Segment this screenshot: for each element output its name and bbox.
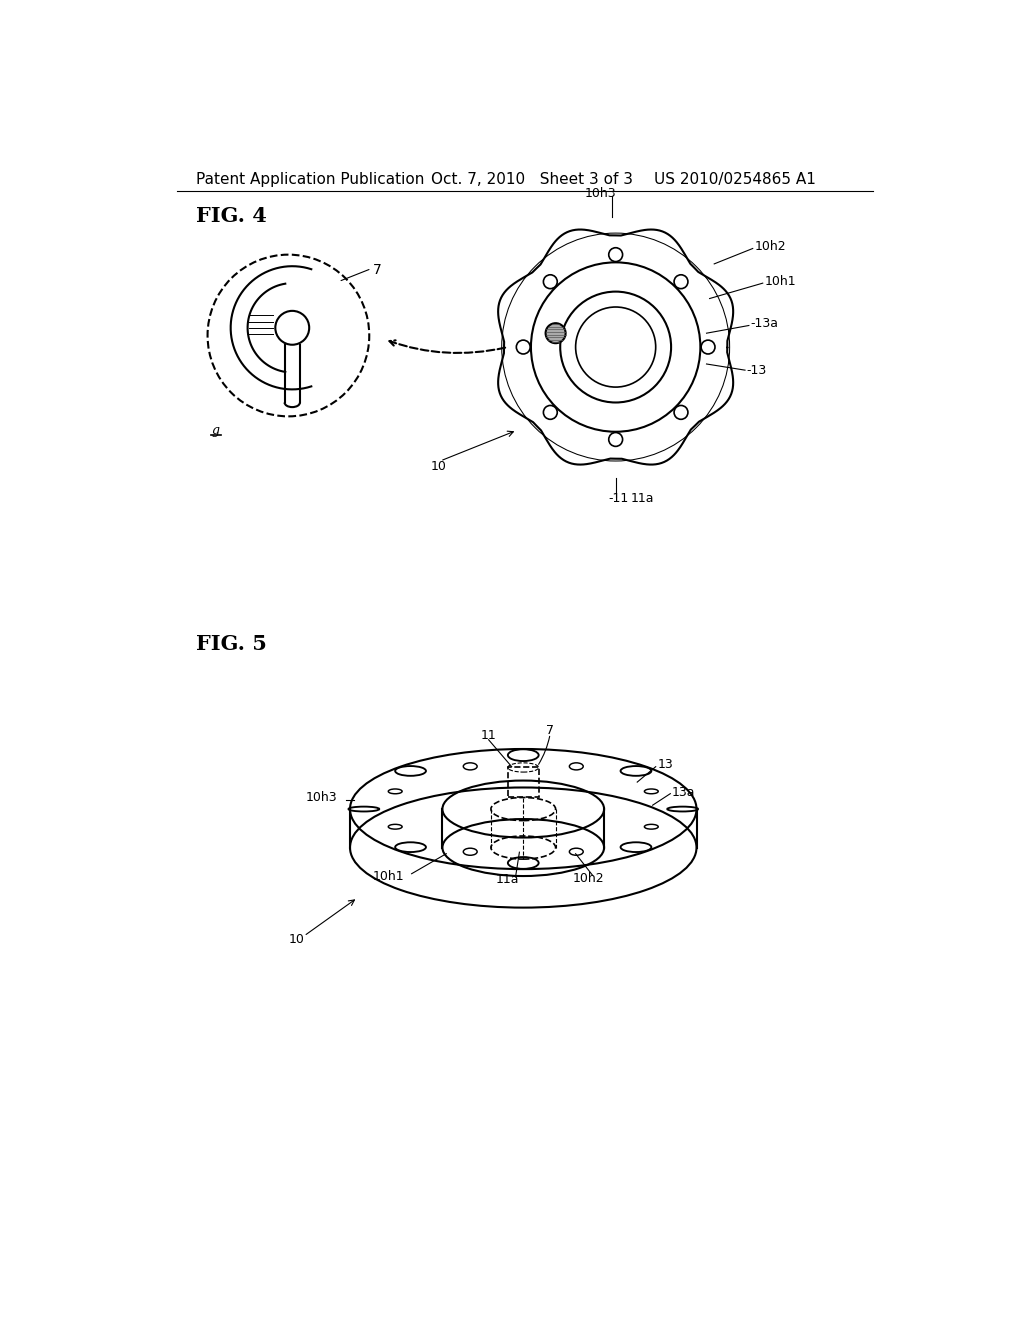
Text: g: g	[211, 424, 219, 437]
Text: FIG. 5: FIG. 5	[196, 634, 267, 653]
Text: 10h3: 10h3	[585, 186, 616, 199]
Circle shape	[546, 323, 565, 343]
Text: 7: 7	[373, 263, 382, 277]
Text: 11a: 11a	[496, 874, 519, 887]
Text: 10: 10	[289, 933, 304, 946]
Text: 13: 13	[658, 758, 674, 771]
Text: US 2010/0254865 A1: US 2010/0254865 A1	[654, 173, 816, 187]
Text: -13: -13	[746, 363, 767, 376]
Text: 10h1: 10h1	[764, 275, 796, 288]
Text: -13a: -13a	[751, 317, 778, 330]
Text: 7: 7	[547, 723, 554, 737]
Text: 10: 10	[431, 459, 446, 473]
Bar	[508, 767, 539, 797]
Text: 10h2: 10h2	[755, 240, 785, 253]
Text: 13a: 13a	[672, 785, 695, 799]
Text: 10h3: 10h3	[305, 791, 337, 804]
Text: Oct. 7, 2010   Sheet 3 of 3: Oct. 7, 2010 Sheet 3 of 3	[431, 173, 633, 187]
Text: Patent Application Publication: Patent Application Publication	[196, 173, 424, 187]
Text: -11: -11	[608, 492, 628, 506]
Text: 10h1: 10h1	[373, 870, 404, 883]
Text: 11: 11	[481, 730, 497, 742]
Text: 11a: 11a	[631, 492, 654, 506]
Text: FIG. 4: FIG. 4	[196, 206, 267, 226]
Text: 10h2: 10h2	[572, 871, 604, 884]
